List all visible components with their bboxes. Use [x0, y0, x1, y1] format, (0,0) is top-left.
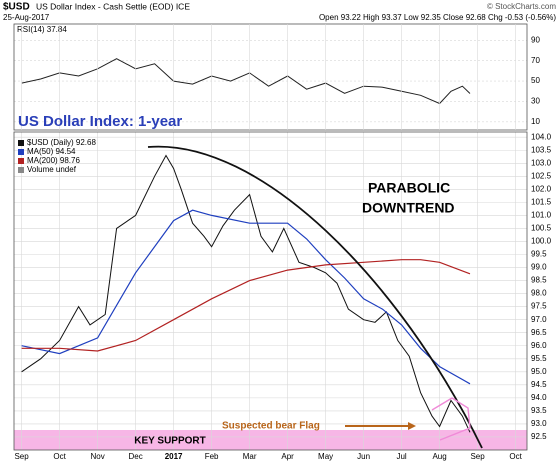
annotations: PARABOLIC DOWNTREND Suspected bear Flag …: [18, 113, 483, 449]
y-tick-label: 70: [531, 56, 540, 65]
annotation: Suspected bear Flag: [222, 421, 320, 432]
legend-entry: RSI(14) 37.84: [17, 25, 67, 34]
legend-swatch: [18, 167, 24, 173]
panel-bg: [14, 24, 527, 130]
x-tick-label: Feb: [205, 452, 219, 461]
x-tick-label: 2017: [165, 452, 183, 461]
quote: Open 93.22 High 93.37 Low 92.35 Close 92…: [319, 13, 556, 22]
y-tick-label: 101.5: [531, 197, 552, 206]
rsi-panel: 10 30 50 70 90 RSI(14) 37.84: [13, 23, 540, 131]
y-tick-label: 102.0: [531, 184, 552, 193]
date: 25-Aug-2017: [3, 13, 50, 22]
legend-entry: MA(50) 94.54: [27, 147, 76, 156]
x-tick-label: Oct: [509, 452, 522, 461]
y-tick-label: 30: [531, 97, 540, 106]
x-tick-label: Jul: [396, 452, 406, 461]
y-tick-label: 96.0: [531, 341, 547, 350]
x-tick-label: Apr: [281, 452, 294, 461]
y-tick-label: 94.0: [531, 393, 547, 402]
x-tick-label: May: [318, 452, 333, 461]
y-tick-label: 93.5: [531, 406, 547, 415]
annotation: DOWNTREND: [362, 200, 455, 216]
x-tick-label: Mar: [243, 452, 257, 461]
y-tick-label: 96.5: [531, 328, 547, 337]
bear-flag: [431, 397, 471, 441]
y-tick-label: 93.0: [531, 419, 547, 428]
annotation: PARABOLIC: [368, 180, 450, 196]
x-tick-label: Oct: [53, 452, 66, 461]
x-tick-label: Sep: [14, 452, 29, 461]
x-tick-label: Aug: [432, 452, 446, 461]
y-tick-label: 90: [531, 35, 540, 44]
y-tick-label: 99.5: [531, 250, 547, 259]
x-tick-label: Dec: [128, 452, 142, 461]
y-tick-label: 95.0: [531, 367, 547, 376]
y-tick-label: 102.5: [531, 171, 552, 180]
series-line: [21, 209, 471, 385]
symbol: $USD: [3, 2, 30, 13]
y-tick-label: 103.0: [531, 158, 552, 167]
flag-arrow-head: [408, 422, 416, 430]
panel-title: US Dollar Index: 1-year: [18, 113, 182, 130]
annotation: KEY SUPPORT: [134, 436, 206, 447]
series-line: [21, 58, 471, 105]
y-tick-label: 97.0: [531, 315, 547, 324]
series-line: [21, 259, 471, 352]
y-tick-label: 101.0: [531, 211, 552, 220]
y-tick-label: 99.0: [531, 263, 547, 272]
y-tick-label: 95.5: [531, 354, 547, 363]
instrument-name: US Dollar Index - Cash Settle (EOD) ICE: [36, 1, 190, 11]
y-tick-label: 100.5: [531, 224, 552, 233]
legend-swatch: [18, 149, 24, 155]
price-panel: 92.5 93.0 93.5 94.0 94.5 95.0 95.5 96.0 96.5 97.0…: [13, 24, 552, 461]
x-tick-label: Nov: [90, 452, 104, 461]
legend-swatch: [18, 140, 24, 146]
legend-entry: $USD (Daily) 92.68: [27, 138, 96, 147]
legend-swatch: [18, 158, 24, 164]
y-tick-label: 10: [531, 117, 540, 126]
y-tick-label: 92.5: [531, 432, 547, 441]
panel-frame: [13, 131, 528, 451]
legend-entry: Volume undef: [27, 165, 77, 174]
credit: © StockCharts.com: [487, 2, 556, 11]
y-tick-label: 97.5: [531, 302, 547, 311]
panel-frame: [13, 23, 528, 131]
key-support-band: [14, 430, 527, 450]
y-tick-label: 100.0: [531, 237, 552, 246]
series-line: [21, 154, 471, 433]
x-tick-label: Jun: [357, 452, 370, 461]
y-tick-label: 103.5: [531, 145, 552, 154]
legend-entry: MA(200) 98.76: [27, 156, 80, 165]
y-tick-label: 98.0: [531, 289, 547, 298]
x-tick-label: Sep: [470, 452, 485, 461]
y-tick-label: 94.5: [531, 380, 547, 389]
y-tick-label: 50: [531, 76, 540, 85]
y-tick-label: 98.5: [531, 276, 547, 285]
y-tick-label: 104.0: [531, 132, 552, 141]
parabolic-curve: [147, 145, 483, 449]
